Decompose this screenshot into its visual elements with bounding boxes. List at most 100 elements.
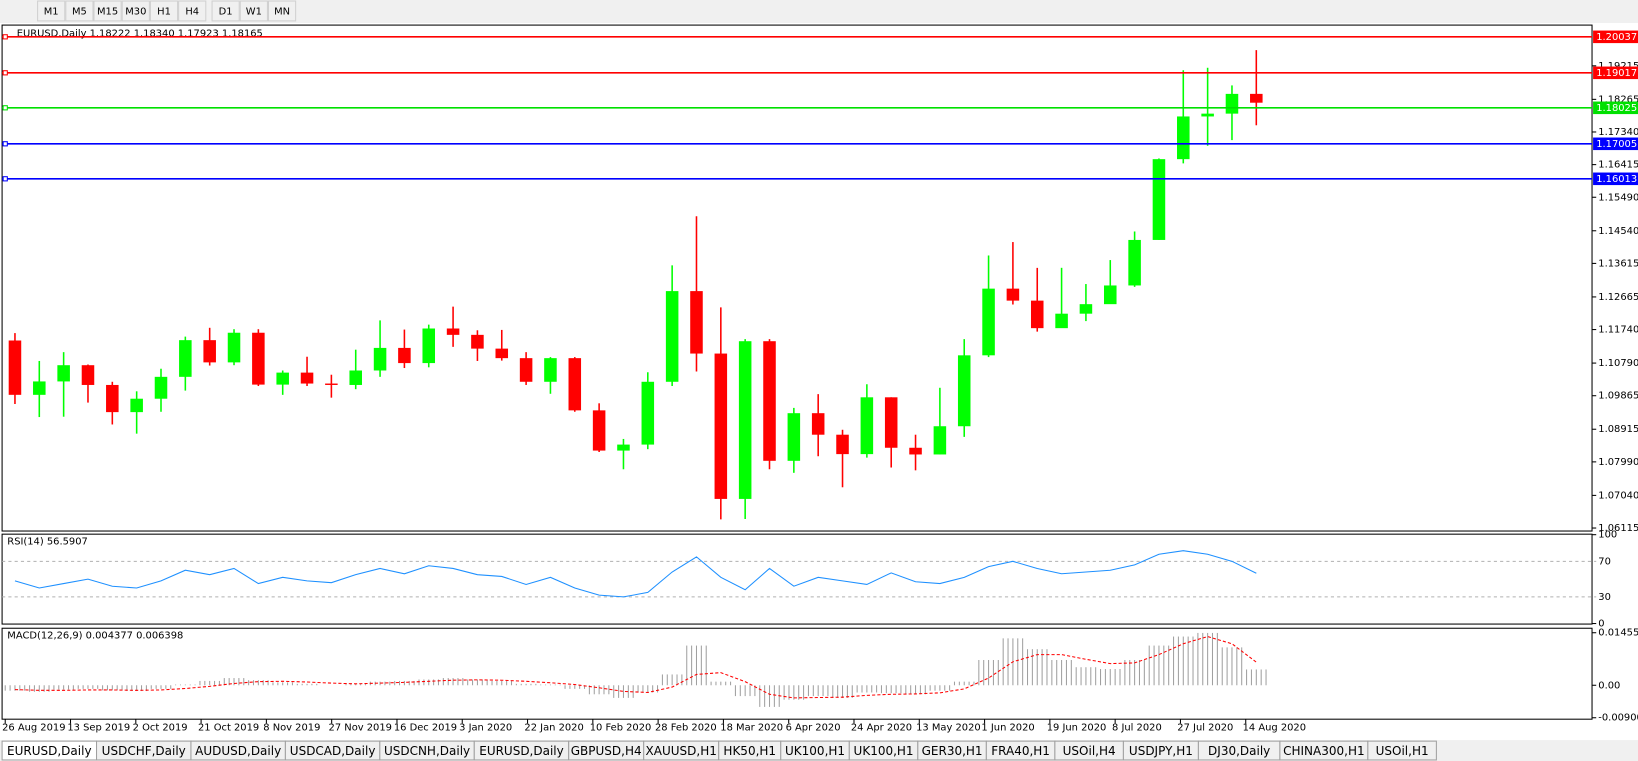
- line-price-label: 1.20037: [1596, 32, 1637, 43]
- candle-body: [1103, 285, 1117, 305]
- x-tick-label: 6 Apr 2020: [786, 723, 841, 734]
- candle-body: [106, 384, 119, 413]
- tab-label: USDCNH,Daily: [384, 744, 470, 758]
- candle-body: [933, 426, 947, 455]
- tab-label: AUDUSD,Daily: [195, 744, 281, 758]
- x-tick-label: 18 Mar 2020: [720, 723, 783, 734]
- candle-body: [1250, 93, 1263, 103]
- y-tick-label: 1.09865: [1598, 391, 1638, 402]
- timeframe-button[interactable]: [149, 0, 179, 22]
- candle-body: [1079, 304, 1093, 314]
- line-handle: [2, 34, 8, 40]
- y-tick-label: 1.08915: [1598, 424, 1638, 435]
- x-tick-label: 10 Feb 2020: [590, 723, 652, 734]
- candle-body: [179, 340, 192, 377]
- timeframe-button[interactable]: [211, 0, 240, 22]
- y-tick-label: 0: [1598, 619, 1604, 630]
- line-price-label: 1.19017: [1596, 68, 1637, 79]
- candle-body: [325, 383, 338, 385]
- x-tick-label: 27 Nov 2019: [329, 723, 392, 734]
- candle-body: [349, 370, 362, 385]
- timeframe-button[interactable]: [239, 0, 268, 22]
- candle-body: [665, 291, 679, 382]
- y-tick-label: 30: [1598, 592, 1611, 603]
- y-tick-label: 1.13615: [1598, 258, 1638, 269]
- candle-body: [1152, 159, 1166, 240]
- rsi-panel: [1, 533, 1593, 625]
- tab-label: USDCAD,Daily: [290, 744, 376, 758]
- x-tick-label: 3 Jan 2020: [459, 723, 512, 734]
- timeframe-button[interactable]: [178, 0, 207, 22]
- y-tick-label: 1.15490: [1598, 192, 1638, 203]
- timeframe-label: M15: [97, 6, 118, 17]
- candle-body: [130, 398, 143, 413]
- x-tick-label: 16 Dec 2019: [394, 723, 457, 734]
- candle-body: [1201, 113, 1214, 117]
- macd-title: MACD(12,26,9) 0.004377 0.006398: [7, 631, 183, 642]
- tab-label: HK50,H1: [723, 744, 776, 758]
- tab-label: USDCHF,Daily: [102, 744, 186, 758]
- y-tick-label: 1.11740: [1598, 325, 1638, 336]
- candle-body: [8, 340, 22, 395]
- x-tick-label: 8 Nov 2019: [263, 723, 320, 734]
- candle-body: [1128, 239, 1141, 286]
- timeframe-label: MN: [274, 6, 290, 17]
- y-tick-label: 0.00: [1598, 680, 1620, 691]
- candle-body: [738, 341, 752, 499]
- candle-body: [252, 332, 265, 385]
- y-tick-label: 70: [1598, 556, 1611, 567]
- candle-body: [836, 434, 849, 455]
- y-tick-label: -0.009001: [1598, 713, 1638, 724]
- timeframe-button[interactable]: [93, 0, 122, 22]
- timeframe-label: D1: [219, 6, 233, 17]
- line-price-box: [1593, 30, 1638, 44]
- candle-body: [1006, 288, 1020, 301]
- candle-body: [57, 365, 70, 382]
- y-tick-label: 1.10790: [1598, 358, 1638, 369]
- line-handle: [2, 70, 8, 76]
- candle-body: [811, 413, 825, 435]
- candle-body: [373, 347, 387, 371]
- candle-body: [690, 291, 703, 354]
- tab-label: DJ30,Daily: [1208, 744, 1270, 758]
- candle-body: [1177, 116, 1190, 160]
- candle-body: [641, 381, 655, 445]
- candle-body: [154, 376, 168, 399]
- candle-body: [300, 372, 314, 384]
- candle-body: [398, 347, 411, 364]
- x-tick-label: 2 Oct 2019: [133, 723, 188, 734]
- y-tick-label: 1.07040: [1598, 490, 1638, 501]
- y-tick-label: 1.06115: [1598, 523, 1638, 534]
- tab-label: EURUSD,Daily: [479, 744, 564, 758]
- timeframe-label: H4: [185, 6, 199, 17]
- y-tick-label: 1.12665: [1598, 292, 1638, 303]
- tab-label: USDJPY,H1: [1129, 744, 1193, 758]
- rsi-line: [14, 550, 1257, 598]
- macd-panel: [1, 627, 1593, 720]
- timeframe-button[interactable]: [267, 0, 297, 22]
- signal-line: [14, 635, 1257, 699]
- timeframe-button[interactable]: [121, 0, 150, 22]
- candle-body: [592, 410, 606, 451]
- x-tick-label: 22 Jan 2020: [524, 723, 583, 734]
- timeframe-button[interactable]: [65, 0, 94, 22]
- tab-label: UK100,H1: [854, 744, 914, 758]
- candle-body: [1225, 93, 1239, 114]
- tab-label: FRA40,H1: [991, 744, 1050, 758]
- line-handle: [2, 105, 8, 111]
- line-handle: [2, 141, 8, 147]
- candle-body: [519, 358, 533, 382]
- timeframe-button[interactable]: [37, 0, 66, 22]
- candle-body: [909, 447, 922, 455]
- candle-body: [884, 397, 898, 448]
- timeframe-label: M5: [72, 6, 87, 17]
- tab[interactable]: [1367, 740, 1437, 761]
- x-tick-label: 19 Jun 2020: [1047, 723, 1107, 734]
- candle-body: [471, 334, 484, 349]
- candle-body: [860, 397, 874, 455]
- timeframe-label: M1: [44, 6, 59, 17]
- y-tick-label: 1.07990: [1598, 457, 1638, 468]
- toolbar: [0, 0, 1638, 23]
